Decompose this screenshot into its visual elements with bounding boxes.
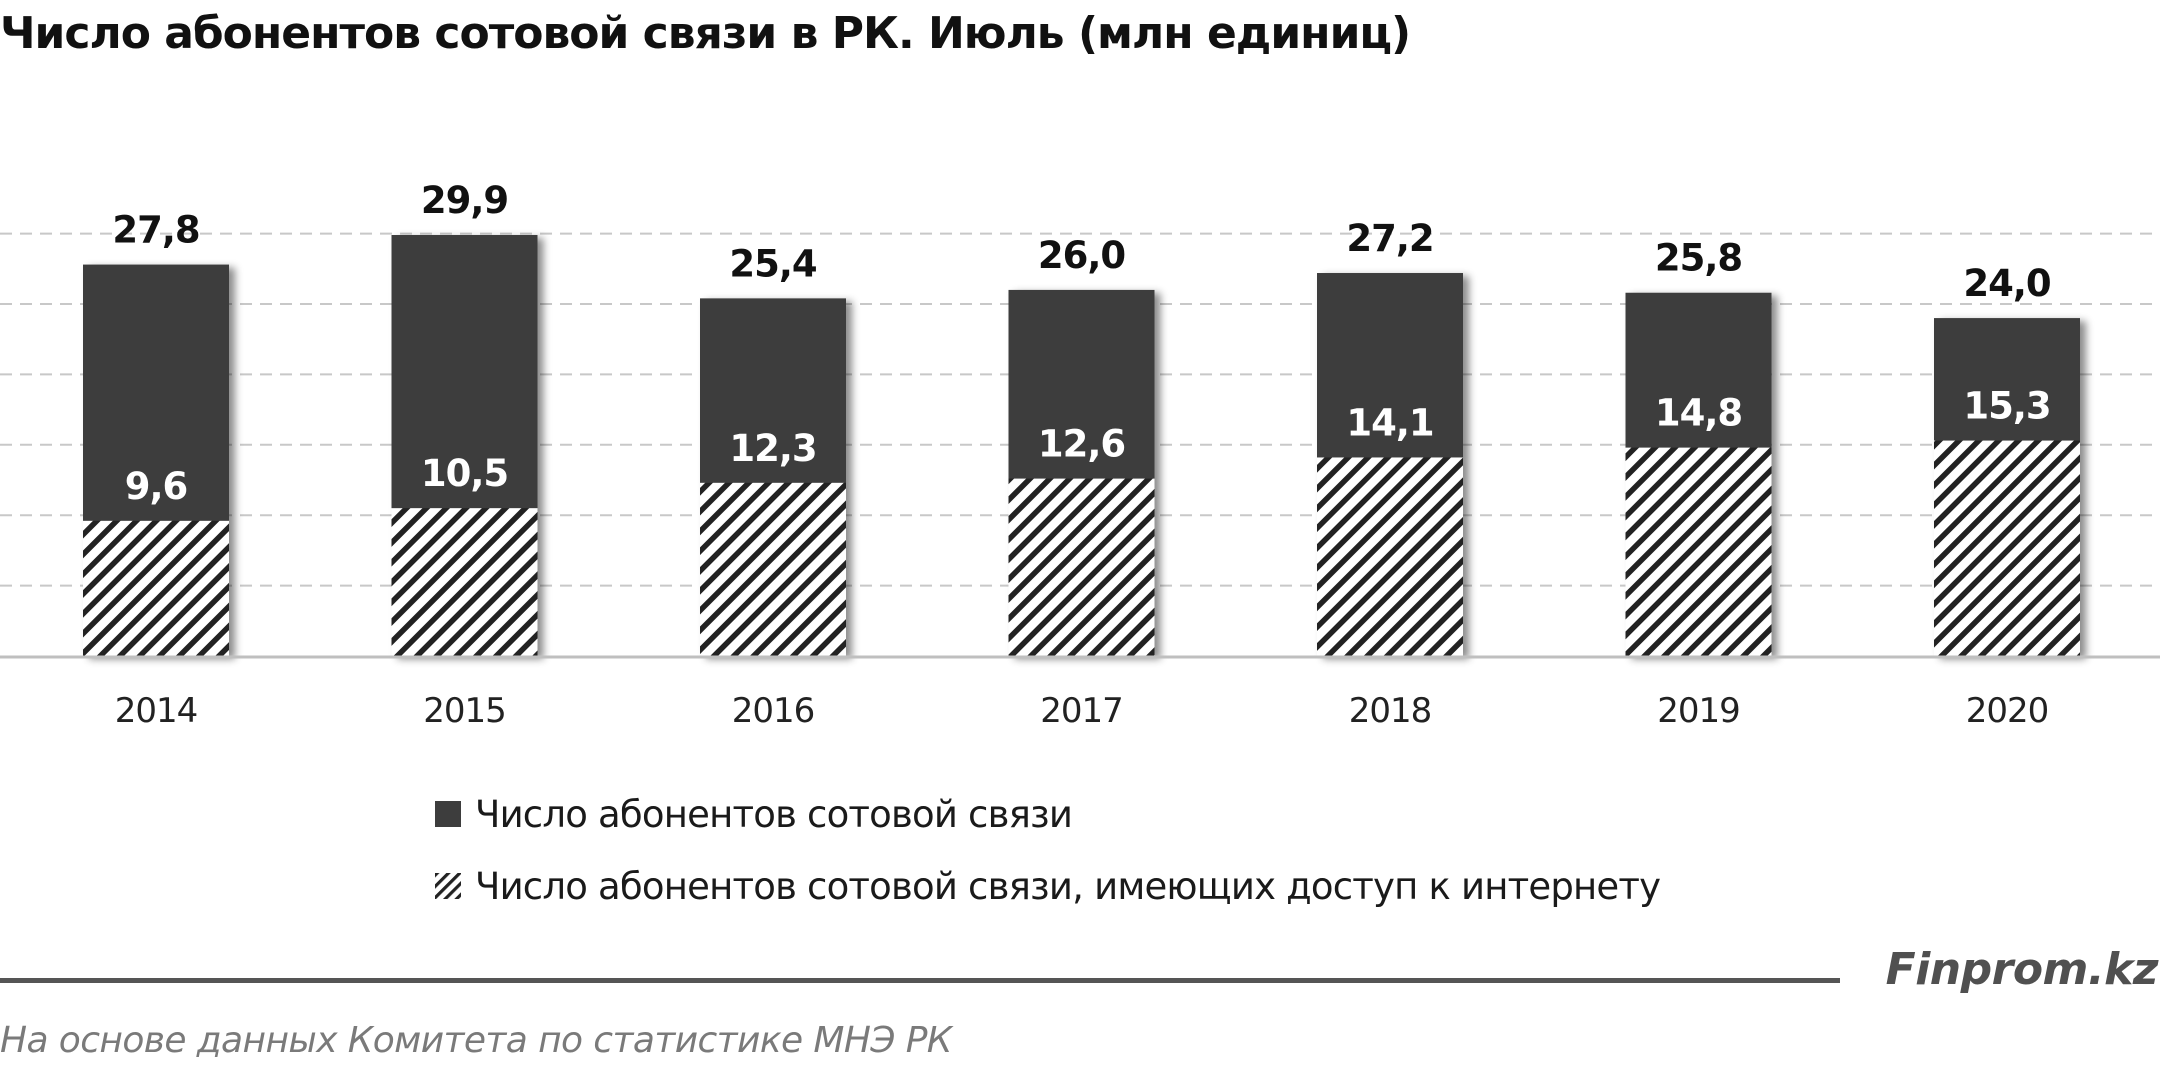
chart-title: Число абонентов сотовой связи в РК. Июль… (0, 8, 1411, 59)
x-tick-2017: 2017 (1040, 691, 1123, 731)
bar-internet-2017 (1008, 478, 1155, 656)
label-total-2014: 27,8 (112, 209, 199, 252)
bar-internet-2016 (700, 482, 846, 656)
label-internet-2019: 14,8 (1655, 392, 1742, 435)
label-internet-2017: 12,6 (1038, 423, 1125, 466)
x-tick-2016: 2016 (732, 691, 815, 731)
label-internet-2020: 15,3 (1963, 385, 2050, 428)
label-total-2017: 26,0 (1038, 234, 1125, 277)
label-total-2020: 24,0 (1963, 262, 2050, 305)
label-internet-2014: 9,6 (125, 465, 188, 508)
label-internet-2015: 10,5 (421, 452, 508, 495)
footer-rule (0, 978, 1840, 983)
bar-internet-2019 (1625, 447, 1772, 656)
legend-item-total: Число абонентов сотовой связи (435, 778, 1660, 850)
bar-internet-2015 (391, 508, 538, 656)
label-total-2016: 25,4 (729, 242, 817, 285)
x-tick-2015: 2015 (423, 691, 506, 731)
bar-chart: 27,8 9,6 29,9 10,5 25,4 12,3 26,0 12,6 27,2 14,1 2… (0, 179, 2160, 731)
legend-label-internet: Число абонентов сотовой связи, имеющих д… (475, 864, 1661, 908)
x-tick-2014: 2014 (115, 691, 198, 731)
bar-internet-2014 (83, 520, 229, 656)
legend-item-internet: Число абонентов сотовой связи, имеющих д… (435, 850, 1661, 922)
label-total-2019: 25,8 (1655, 237, 1742, 280)
legend-swatch-hatched (435, 873, 461, 899)
x-axis-ticks: 2014 2015 2016 2017 2018 2019 2020 (115, 691, 2050, 731)
x-tick-2019: 2019 (1657, 691, 1740, 731)
x-tick-2020: 2020 (1966, 691, 2049, 731)
data-labels: 27,8 9,6 29,9 10,5 25,4 12,3 26,0 12,6 27,2 14,1 2… (112, 179, 2051, 508)
bar-internet-2020 (1934, 440, 2080, 656)
bar-internet-2018 (1317, 457, 1463, 656)
legend: Число абонентов сотовой связи Число абон… (435, 778, 1661, 922)
legend-label-total: Число абонентов сотовой связи (475, 792, 1073, 836)
label-internet-2016: 12,3 (729, 427, 816, 470)
legend-swatch-solid (435, 801, 461, 827)
bars (83, 235, 2080, 656)
source-note: На основе данных Комитета по статистике … (0, 1020, 952, 1061)
x-tick-2018: 2018 (1349, 691, 1432, 731)
label-internet-2018: 14,1 (1346, 401, 1433, 444)
label-total-2018: 27,2 (1346, 217, 1433, 260)
brand-logo: Finprom.kz (1885, 944, 2159, 995)
label-total-2015: 29,9 (421, 179, 508, 222)
